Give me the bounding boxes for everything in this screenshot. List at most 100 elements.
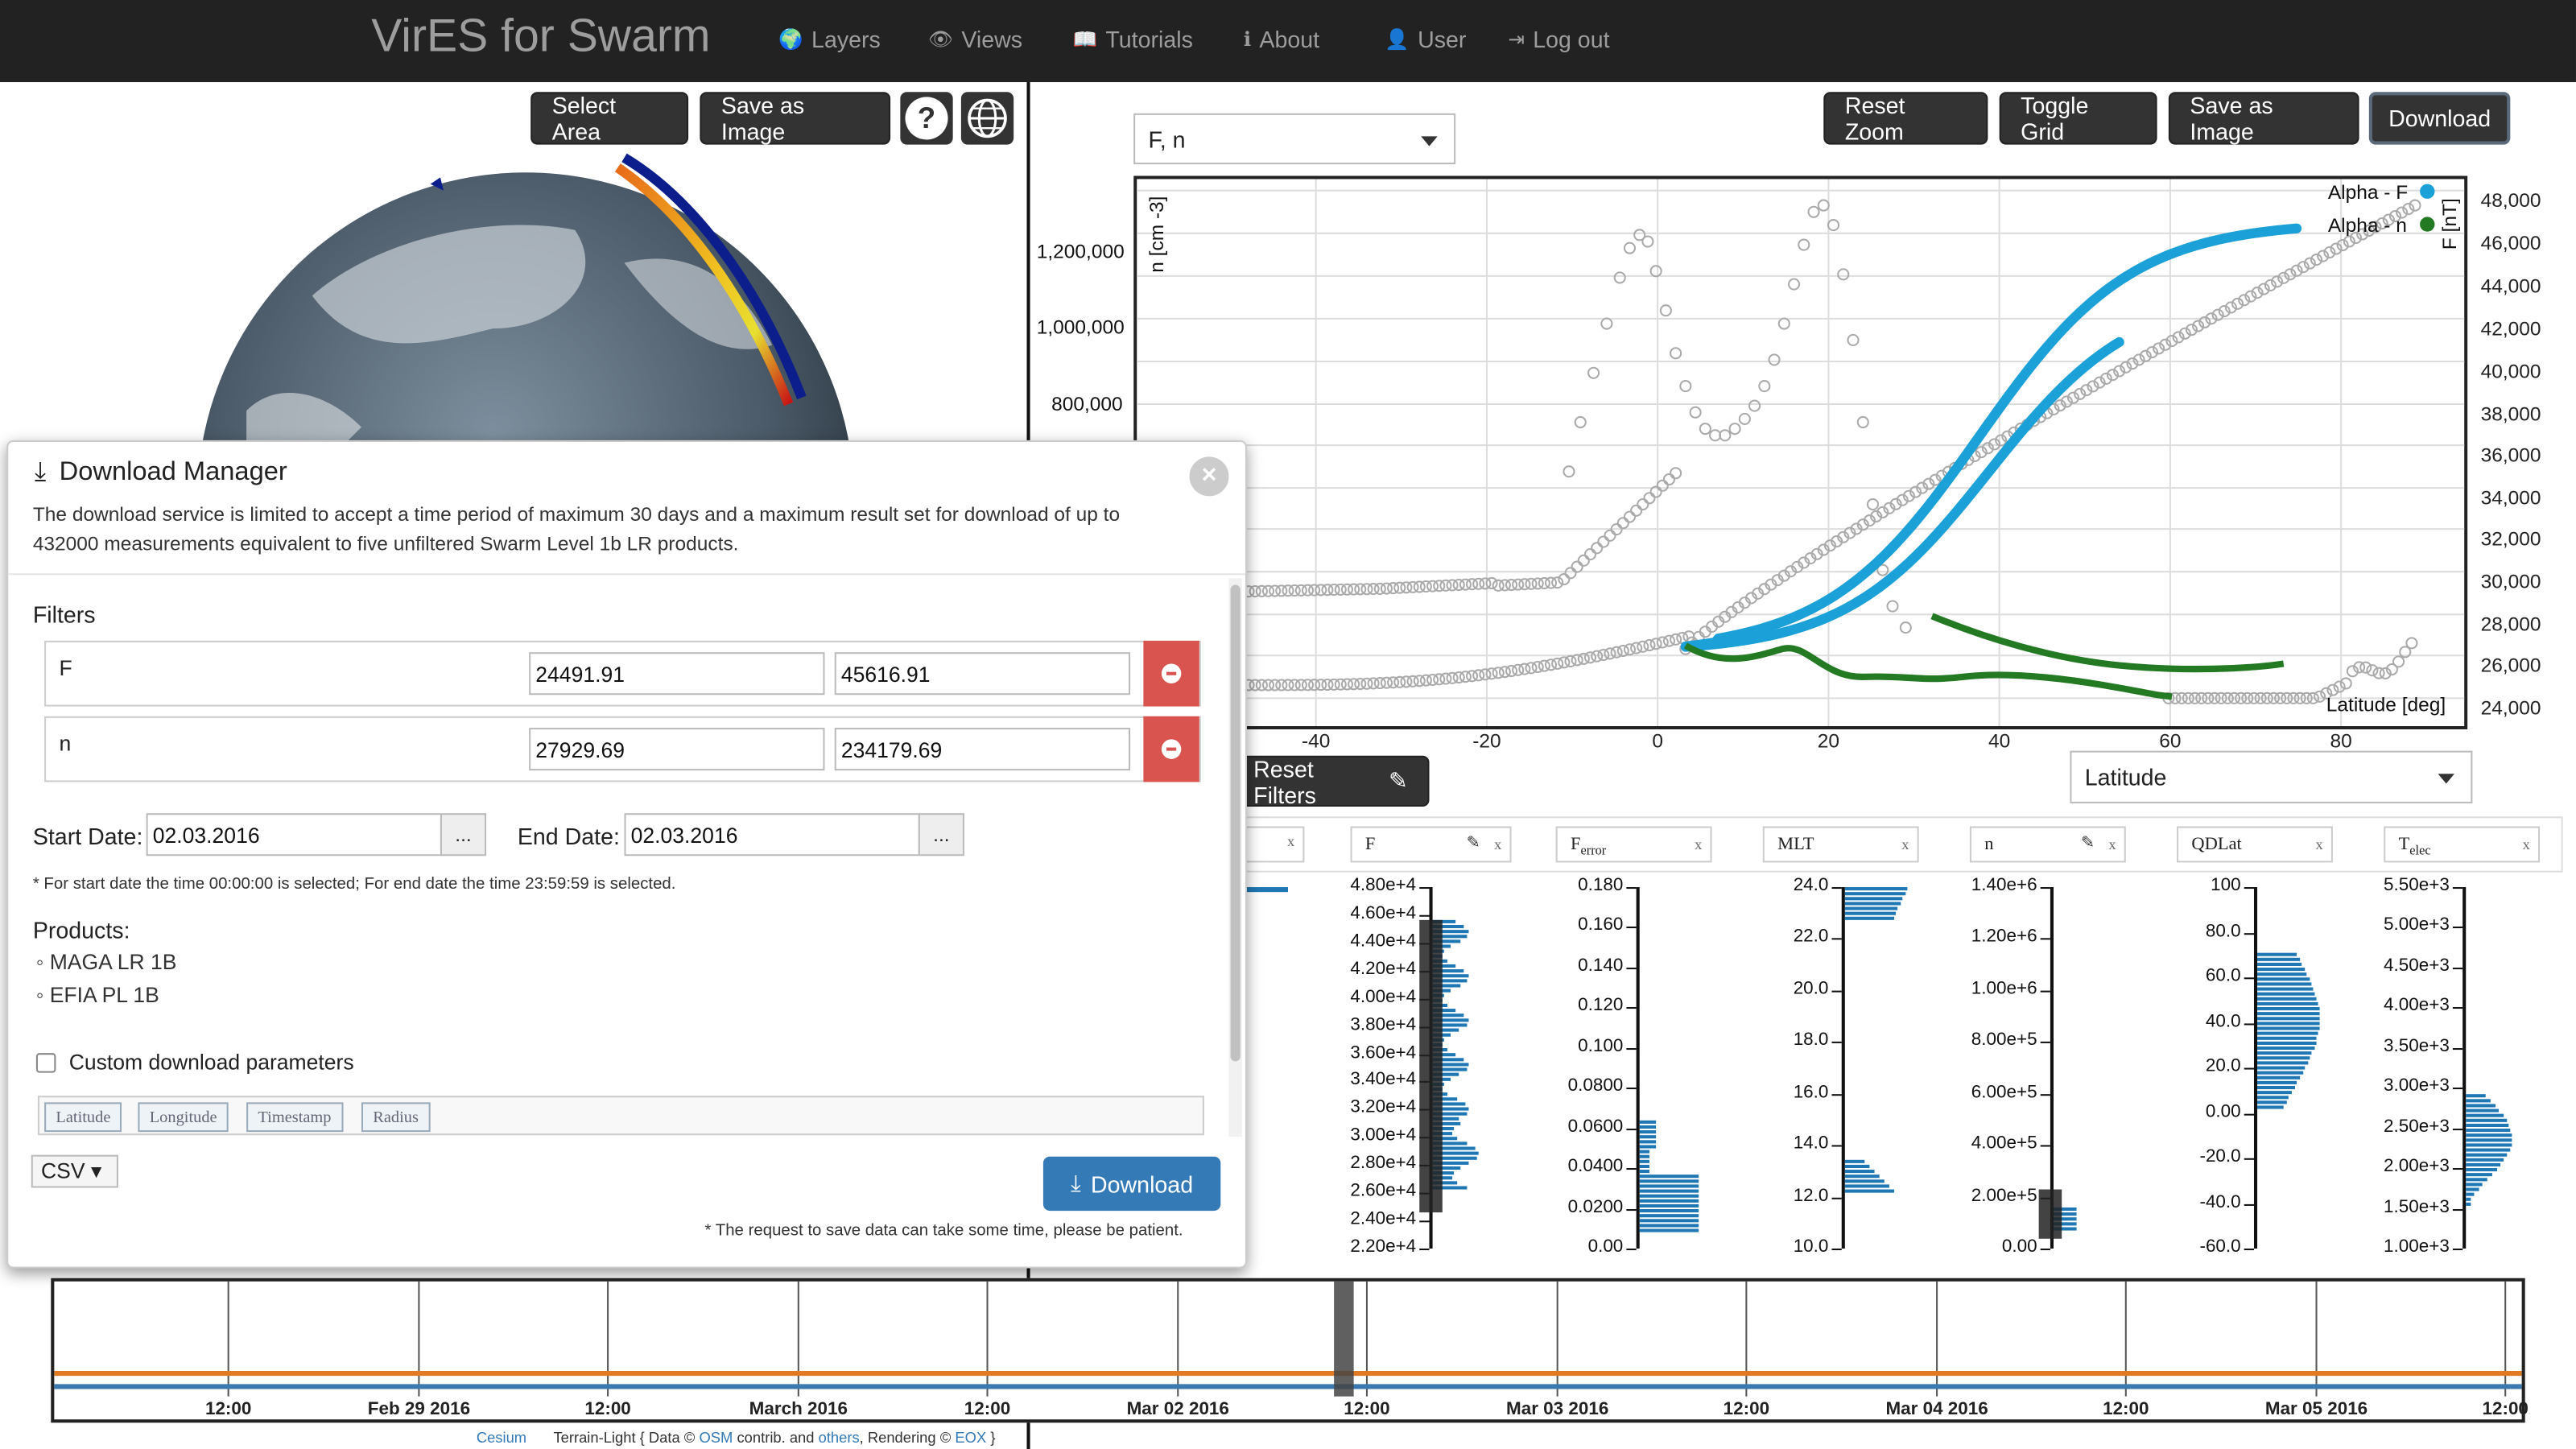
- patience-note: * The request to save data can take some…: [704, 1222, 1183, 1241]
- histogram-bar: [2257, 1056, 2310, 1060]
- select-area-button[interactable]: Select Area: [530, 92, 689, 145]
- histogram-bar: [2257, 1100, 2287, 1104]
- dialog-download-button[interactable]: ⤓ Download: [1042, 1156, 1221, 1212]
- nav-layers[interactable]: 🌍 Layers: [778, 27, 880, 53]
- parameter-tag[interactable]: Radius: [361, 1102, 431, 1133]
- histogram-bar: [1639, 1189, 1699, 1193]
- filter-max-input[interactable]: [834, 652, 1131, 696]
- end-date-input[interactable]: [624, 813, 920, 857]
- filter-max-input[interactable]: [834, 728, 1131, 771]
- tick-mark: [1831, 990, 1842, 993]
- close-icon[interactable]: x: [2522, 836, 2530, 853]
- globe-save-image-button[interactable]: Save as Image: [700, 92, 891, 145]
- reset-zoom-button[interactable]: Reset Zoom: [1823, 92, 1988, 145]
- filter-box-mlt[interactable]: MLT x: [1762, 826, 1919, 863]
- histogram-tick: 80.0: [2205, 920, 2241, 941]
- plot-save-image-button[interactable]: Save as Image: [2168, 92, 2359, 145]
- y-right-tick: 40,000: [2480, 359, 2541, 383]
- nav-user[interactable]: 👤 User: [1385, 27, 1466, 53]
- close-icon[interactable]: x: [2108, 836, 2116, 853]
- histogram-bar: [2257, 957, 2300, 961]
- histogram-axis[interactable]: [2253, 887, 2257, 1249]
- parameter-tag-box[interactable]: Latitude Longitude Timestamp Radius: [37, 1096, 1204, 1136]
- nav-views[interactable]: 👁 Views: [928, 27, 1022, 53]
- x-axis-select[interactable]: Latitude: [2070, 750, 2473, 803]
- histogram-axis[interactable]: [1636, 887, 1639, 1249]
- reset-filters-button[interactable]: Reset Filters ✎: [1235, 755, 1430, 807]
- histogram-bar: [2466, 1202, 2471, 1206]
- y-right-tick: 44,000: [2480, 274, 2541, 298]
- remove-filter-button[interactable]: [1143, 716, 1199, 782]
- histogram-brush-f[interactable]: [1419, 919, 1443, 1213]
- filter-box-qdlat[interactable]: QDLat x: [2177, 826, 2333, 863]
- custom-params-checkbox[interactable]: [35, 1053, 56, 1073]
- timeline-selection-brush[interactable]: [1334, 1281, 1354, 1397]
- title-text: Download Manager: [59, 458, 287, 487]
- cesium-link[interactable]: Cesium: [476, 1429, 527, 1446]
- eraser-icon[interactable]: ✎: [1466, 834, 1480, 853]
- filter-label: n: [1984, 834, 1994, 855]
- toggle-grid-button[interactable]: Toggle Grid: [1999, 92, 2157, 145]
- histogram-tick: 2.60e+4: [1350, 1181, 1417, 1202]
- nav-tutorials[interactable]: 📖 Tutorials: [1073, 27, 1193, 53]
- timeline-label: 12:00: [964, 1399, 1011, 1420]
- timeline[interactable]: 12:00 Feb 29 2016 12:00 March 2016 12:00 Mar …: [51, 1278, 2529, 1423]
- filter-min-input[interactable]: [529, 652, 825, 696]
- close-icon[interactable]: x: [1901, 836, 1909, 853]
- product-name: MAGA LR 1B: [49, 949, 177, 975]
- format-select[interactable]: CSV ▾: [31, 1154, 118, 1188]
- parameter-tag[interactable]: Latitude: [44, 1102, 122, 1133]
- plot-download-button[interactable]: Download: [2368, 92, 2511, 145]
- end-date-picker-button[interactable]: ...: [918, 813, 964, 857]
- globe-toggle-button[interactable]: [960, 92, 1014, 145]
- parameter-tag[interactable]: Timestamp: [246, 1102, 343, 1133]
- close-icon[interactable]: x: [1695, 836, 1703, 853]
- histogram-bar: [2257, 1017, 2320, 1021]
- eraser-icon[interactable]: ✎: [2080, 834, 2095, 853]
- scatter-plot[interactable]: [1133, 175, 2468, 730]
- eox-link[interactable]: EOX: [955, 1429, 987, 1446]
- close-icon[interactable]: x: [1286, 832, 1295, 850]
- start-date-picker-button[interactable]: ...: [440, 813, 487, 857]
- histogram-axis[interactable]: [2050, 887, 2053, 1249]
- x-tick: 40: [1988, 729, 2011, 753]
- nav-logout[interactable]: ⇥ Log out: [1508, 27, 1609, 53]
- filter-box-t[interactable]: Telec x: [2384, 826, 2541, 863]
- histogram-axis[interactable]: [1841, 887, 1844, 1249]
- close-icon[interactable]: x: [1494, 836, 1502, 853]
- histogram-bar: [1432, 1018, 1469, 1022]
- filter-box-f[interactable]: Ferror x: [1555, 826, 1712, 863]
- globe-view[interactable]: [0, 82, 1027, 460]
- help-button[interactable]: ?: [900, 92, 953, 145]
- filter-box-n[interactable]: n x ✎: [1969, 826, 2126, 863]
- osm-link[interactable]: OSM: [699, 1429, 733, 1446]
- dialog-scrollbar[interactable]: [1228, 578, 1242, 1137]
- scrollbar-thumb[interactable]: [1230, 584, 1241, 1062]
- close-icon[interactable]: x: [2315, 836, 2323, 853]
- histogram-bar: [1432, 935, 1468, 939]
- filter-min-input[interactable]: [529, 728, 825, 771]
- histogram-tick: 3.20e+4: [1350, 1098, 1417, 1118]
- filter-name: n: [59, 731, 72, 756]
- histogram-bar: [1432, 1058, 1465, 1062]
- remove-filter-button[interactable]: [1143, 640, 1199, 707]
- close-dialog-button[interactable]: ×: [1189, 456, 1229, 497]
- parameter-tag[interactable]: Longitude: [138, 1102, 229, 1133]
- histogram-tick: 4.00e+5: [1971, 1133, 2037, 1154]
- nav-about[interactable]: ℹ About: [1244, 27, 1319, 53]
- orbit-track-colored: [614, 163, 794, 407]
- brand-title[interactable]: VirES for Swarm: [371, 10, 711, 61]
- histogram-tick: 0.0400: [1567, 1156, 1624, 1177]
- start-date-input[interactable]: [146, 813, 442, 857]
- histogram-brush-n[interactable]: [2038, 1189, 2062, 1239]
- custom-params-label[interactable]: Custom download parameters: [68, 1050, 354, 1075]
- plot-parameter-select[interactable]: F, n: [1133, 113, 1456, 165]
- others-link[interactable]: others: [818, 1429, 860, 1446]
- legend-alpha-f[interactable]: Alpha - F: [2327, 180, 2409, 204]
- legend-alpha-n[interactable]: Alpha - n: [2327, 213, 2407, 237]
- timeline-label: 12:00: [1344, 1399, 1390, 1420]
- histogram-axis[interactable]: [2462, 887, 2466, 1249]
- histogram-tick: 40.0: [2205, 1011, 2241, 1031]
